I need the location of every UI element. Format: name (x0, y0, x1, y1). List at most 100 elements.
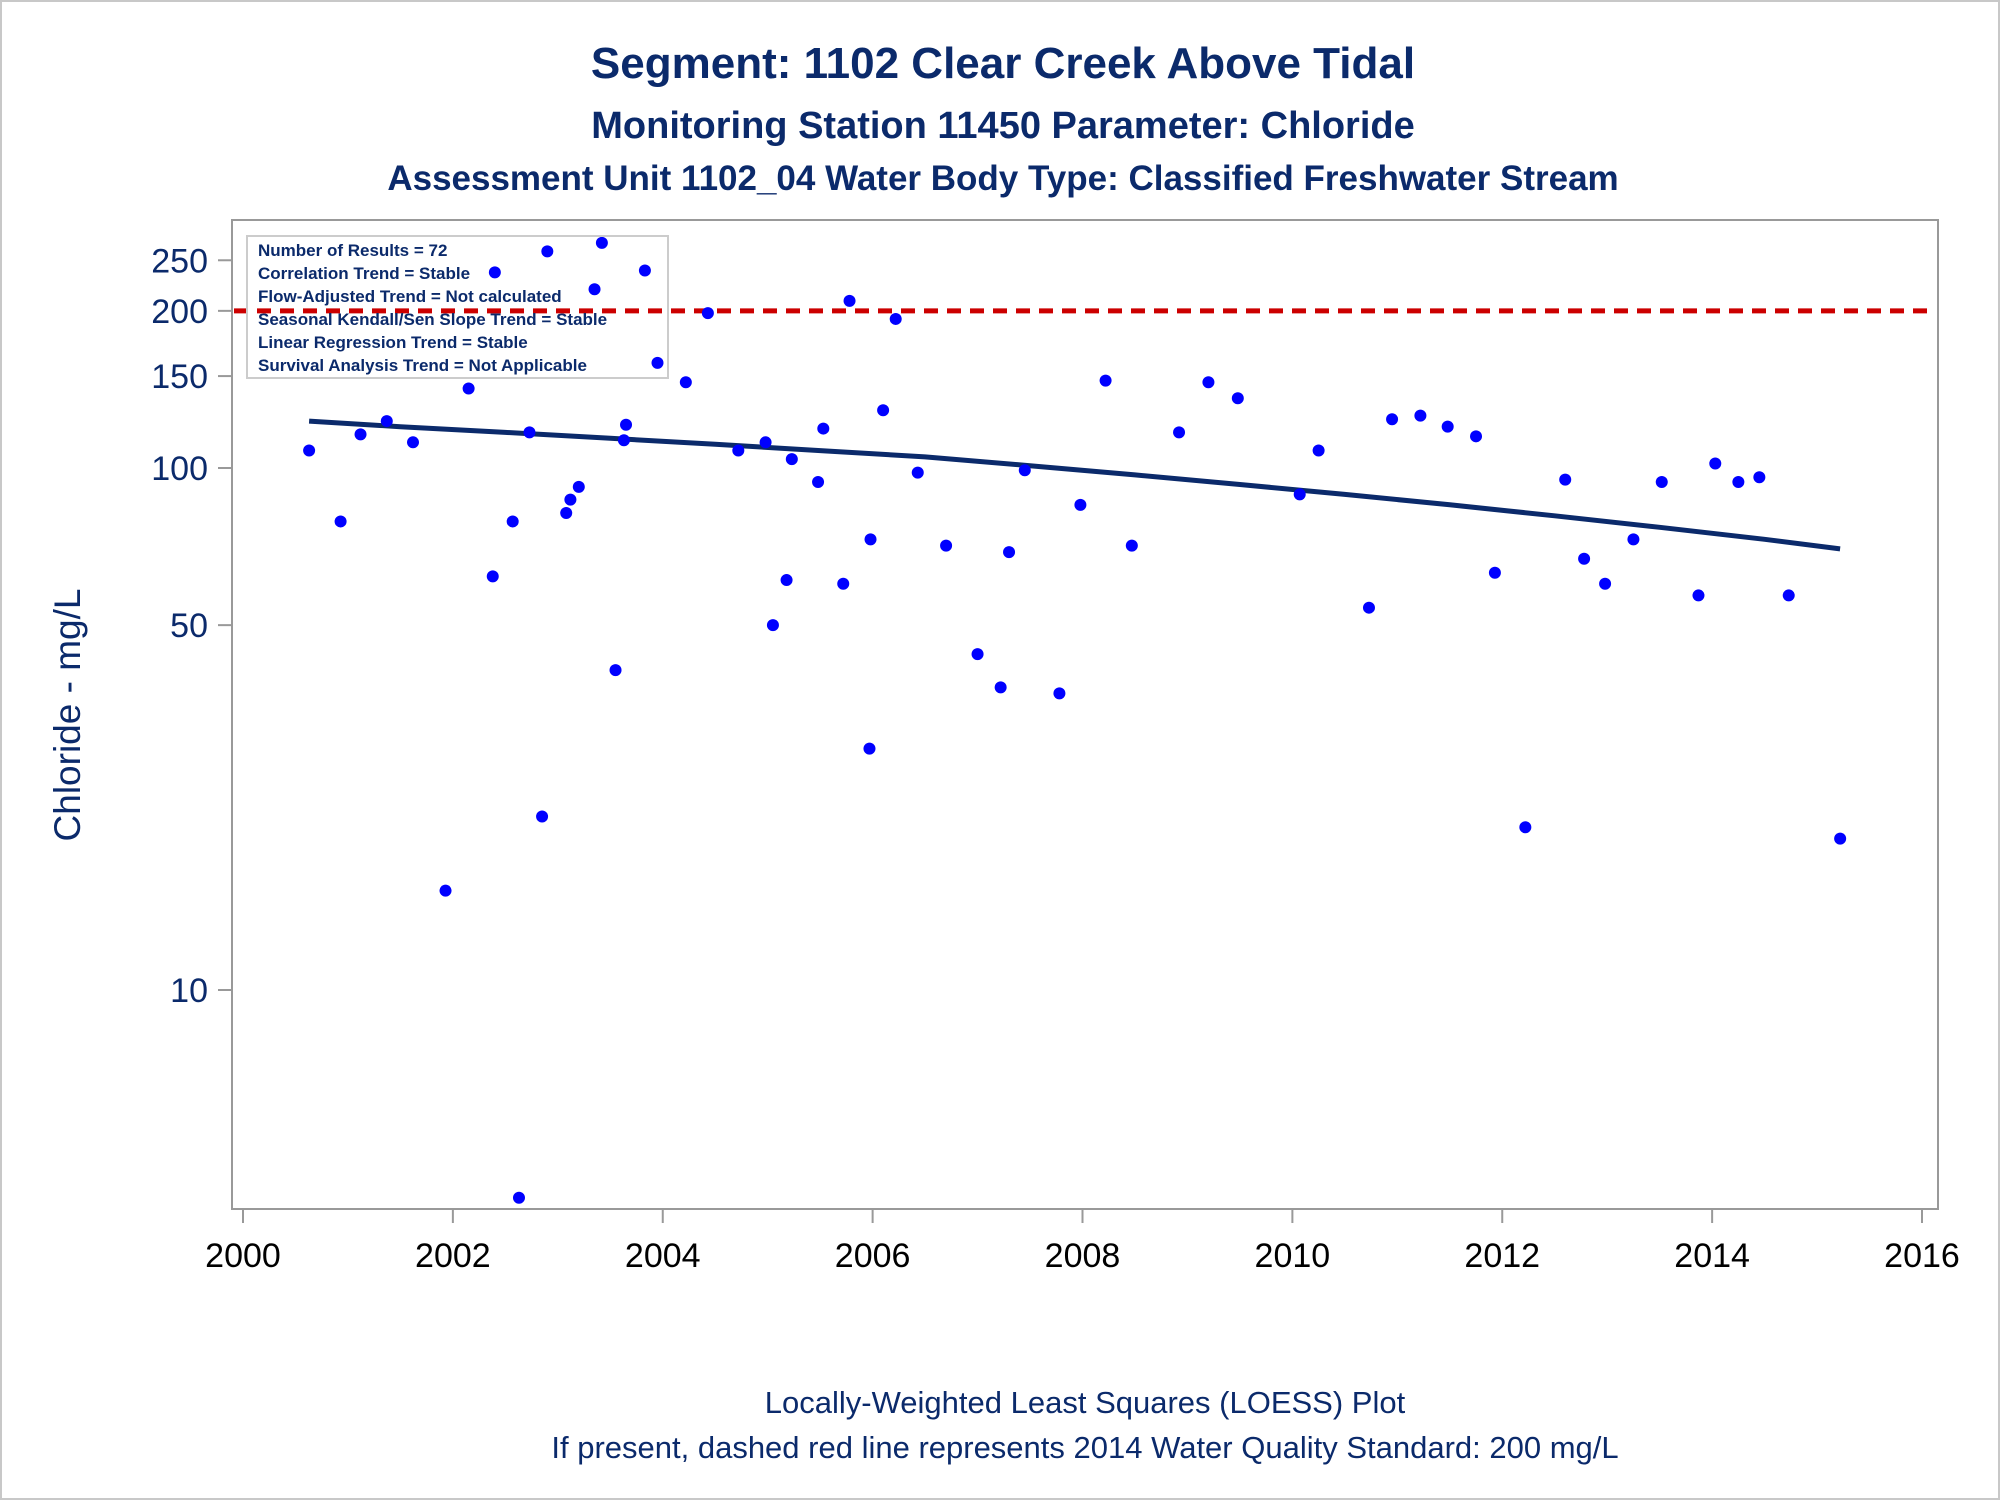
chart-title: Segment: 1102 Clear Creek Above Tidal (591, 39, 1415, 88)
data-point (334, 515, 347, 528)
data-point (732, 444, 745, 457)
data-point (651, 356, 664, 369)
data-point (889, 312, 902, 325)
data-point (864, 533, 877, 546)
data-point (679, 376, 692, 389)
chart-subtitle-2: Assessment Unit 1102_04 Water Body Type:… (387, 159, 1618, 198)
x-tick-label: 2008 (1045, 1237, 1121, 1275)
data-point (1692, 589, 1705, 602)
data-point (1834, 832, 1847, 845)
data-point (911, 466, 924, 479)
x-tick-label: 2006 (835, 1237, 911, 1275)
y-tick-label: 50 (170, 607, 208, 645)
data-point (1386, 413, 1399, 426)
data-point (1202, 376, 1215, 389)
data-point (1312, 444, 1325, 457)
y-tick-label: 10 (170, 972, 208, 1010)
data-point (462, 382, 475, 395)
x-tick-label: 2016 (1884, 1237, 1960, 1275)
chart-subtitle: Monitoring Station 11450 Parameter: Chlo… (591, 105, 1415, 147)
loess-trend-line (308, 418, 1841, 552)
data-point (1173, 426, 1186, 439)
data-point (380, 415, 393, 428)
data-point (523, 426, 536, 439)
y-tick-label: 100 (151, 450, 208, 488)
data-point (512, 1191, 525, 1204)
data-point (877, 404, 890, 417)
y-tick-label: 150 (151, 358, 208, 396)
x-axis: 2000 2002 2004 2006 2008 2010 2012 2014 2016 (205, 1209, 1960, 1275)
data-point (1753, 471, 1766, 484)
data-point (812, 476, 825, 489)
info-box: Number of Results = 72 Correlation Trend… (246, 235, 669, 379)
data-point (439, 884, 452, 897)
data-point (595, 236, 608, 249)
data-point (303, 444, 316, 457)
data-point (766, 619, 779, 632)
data-point (1627, 533, 1640, 546)
info-box-frame (246, 235, 669, 379)
data-point (994, 681, 1007, 694)
data-point (572, 480, 585, 493)
data-point (780, 574, 793, 587)
plot-area-frame (231, 219, 1939, 1210)
data-point (1414, 409, 1427, 422)
data-point (536, 810, 549, 823)
data-point (940, 539, 953, 552)
data-point (406, 436, 419, 449)
info-line-3: Flow-Adjusted Trend = Not calculated (258, 287, 562, 306)
data-point (1782, 589, 1795, 602)
data-point (701, 307, 714, 320)
data-point (1003, 546, 1016, 559)
data-point (617, 434, 630, 447)
x-tick-label: 2000 (205, 1237, 281, 1275)
data-point (488, 266, 501, 279)
data-point (837, 577, 850, 590)
x-tick-label: 2012 (1464, 1237, 1540, 1275)
data-point (506, 515, 519, 528)
data-point (1231, 392, 1244, 405)
data-point (1099, 374, 1112, 387)
data-point (1441, 420, 1454, 433)
data-point (1732, 476, 1745, 489)
data-point (1655, 476, 1668, 489)
data-point (486, 570, 499, 583)
data-point (785, 453, 798, 466)
data-point (1125, 539, 1138, 552)
data-point (1362, 601, 1375, 614)
info-line-5: Linear Regression Trend = Stable (258, 333, 528, 352)
data-point (1293, 488, 1306, 501)
data-points (303, 236, 1847, 1204)
y-tick-label: 200 (151, 293, 208, 331)
y-tick-label: 250 (151, 242, 208, 280)
y-axis: 10 50 100 150 200 250 (151, 242, 232, 1010)
info-line-2: Correlation Trend = Stable (258, 264, 470, 283)
data-point (971, 648, 984, 661)
data-point (560, 506, 573, 519)
x-tick-label: 2014 (1674, 1237, 1750, 1275)
info-line-6: Survival Analysis Trend = Not Applicable (258, 356, 587, 375)
y-axis-label: Chloride - mg/L (47, 589, 88, 842)
x-tick-label: 2010 (1255, 1237, 1331, 1275)
x-tick-label: 2004 (625, 1237, 701, 1275)
data-point (541, 245, 554, 258)
data-point (354, 428, 367, 441)
data-point (1578, 552, 1591, 565)
info-line-1: Number of Results = 72 (258, 241, 447, 260)
data-point (609, 664, 622, 677)
data-point (620, 418, 633, 431)
data-point (1488, 566, 1501, 579)
info-line-4: Seasonal Kendall/Sen Slope Trend = Stabl… (258, 310, 607, 329)
data-point (1053, 687, 1066, 700)
data-point (1599, 577, 1612, 590)
data-point (1559, 473, 1572, 486)
data-point (863, 742, 876, 755)
data-point (843, 294, 856, 307)
footnote-2: If present, dashed red line represents 2… (551, 1430, 1618, 1465)
data-point (1074, 498, 1087, 511)
data-point (817, 422, 830, 435)
data-point (1470, 430, 1483, 443)
data-point (1519, 821, 1532, 834)
